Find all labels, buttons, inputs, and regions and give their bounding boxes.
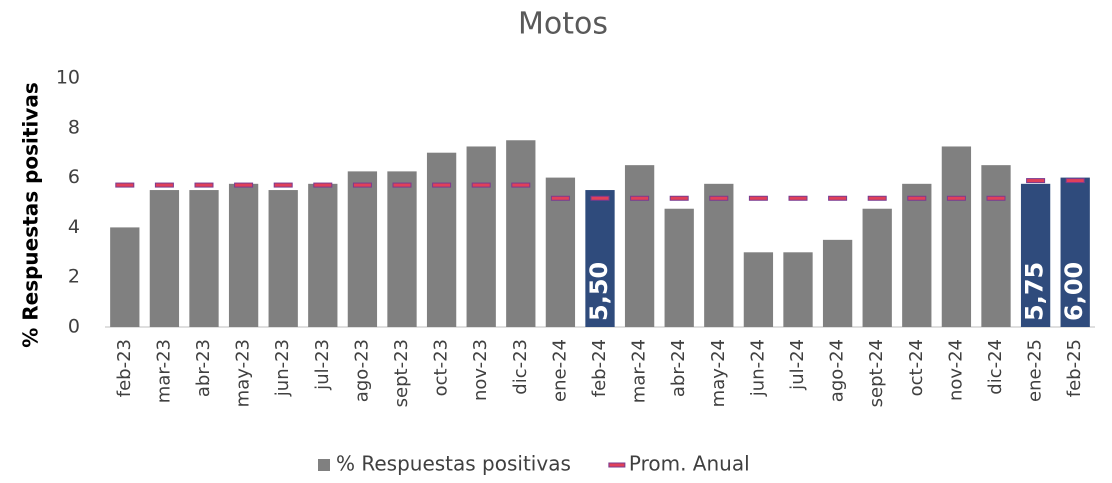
bar xyxy=(664,208,694,327)
bar xyxy=(902,183,932,327)
bar xyxy=(506,140,536,327)
x-tick-label: may-23 xyxy=(233,339,254,407)
average-marker xyxy=(392,182,412,188)
y-tick-label: 4 xyxy=(68,216,80,238)
y-tick-label: 0 xyxy=(68,316,80,338)
legend-label: % Respuestas positivas xyxy=(336,452,571,476)
x-tick-label: sept-23 xyxy=(391,339,412,407)
average-marker xyxy=(234,182,254,188)
x-tick-label: mar-24 xyxy=(629,339,650,403)
bar xyxy=(228,183,259,327)
average-marker xyxy=(946,195,966,201)
x-tick-label: jul-24 xyxy=(787,339,808,391)
average-marker xyxy=(590,195,610,201)
y-tick-label: 10 xyxy=(56,67,80,89)
x-tick-label: sept-24 xyxy=(866,339,887,407)
legend-label: Prom. Anual xyxy=(629,452,750,476)
average-marker xyxy=(432,182,452,188)
chart-title: Motos xyxy=(518,7,608,42)
average-marker xyxy=(471,182,491,188)
bar xyxy=(783,252,813,327)
x-tick-label: ago-23 xyxy=(351,339,372,402)
x-tick-label: feb-23 xyxy=(114,339,135,397)
average-marker xyxy=(748,195,768,201)
legend-swatch xyxy=(318,459,330,471)
bar xyxy=(981,165,1011,327)
value-label: 5,75 xyxy=(1021,262,1049,321)
x-tick-label: feb-24 xyxy=(589,339,610,397)
average-marker xyxy=(154,182,174,188)
bar xyxy=(704,183,734,327)
average-marker xyxy=(986,195,1006,201)
value-label: 6,00 xyxy=(1060,262,1088,321)
average-marker xyxy=(828,195,848,201)
average-marker xyxy=(907,195,927,201)
average-marker xyxy=(709,195,729,201)
x-tick-label: nov-23 xyxy=(470,339,491,401)
bar xyxy=(743,252,774,327)
bar xyxy=(387,171,417,327)
average-marker xyxy=(115,182,135,188)
average-marker xyxy=(511,182,531,188)
average-marker xyxy=(313,182,333,188)
x-tick-label: nov-24 xyxy=(945,339,966,401)
x-tick-label: ago-24 xyxy=(827,339,848,402)
value-label: 5,50 xyxy=(585,262,613,321)
x-tick-label: mar-23 xyxy=(153,339,174,403)
legend-swatch xyxy=(608,462,626,468)
y-tick-label: 6 xyxy=(68,166,80,188)
average-marker xyxy=(669,195,689,201)
bar xyxy=(466,146,496,327)
x-tick-label: jun-24 xyxy=(747,339,768,397)
bar xyxy=(941,146,972,327)
y-tick-label: 8 xyxy=(68,116,80,138)
average-marker xyxy=(550,195,570,201)
x-tick-label: dic-24 xyxy=(985,339,1006,395)
average-marker xyxy=(1026,178,1046,184)
x-tick-label: jun-23 xyxy=(272,339,293,397)
bar xyxy=(545,177,576,327)
bar xyxy=(189,190,219,327)
x-tick-label: oct-23 xyxy=(431,339,452,396)
average-marker xyxy=(1065,178,1085,184)
average-marker xyxy=(352,182,372,188)
bar xyxy=(426,152,457,327)
average-marker xyxy=(194,182,214,188)
x-tick-label: may-24 xyxy=(708,339,729,407)
bar xyxy=(1060,177,1090,327)
bar xyxy=(308,183,338,327)
x-tick-label: abr-24 xyxy=(668,339,689,397)
x-tick-label: feb-25 xyxy=(1064,339,1085,397)
bar xyxy=(822,239,853,327)
y-axis-label: % Respuestas positivas xyxy=(19,82,43,348)
average-marker xyxy=(630,195,650,201)
bar xyxy=(862,208,892,327)
x-tick-label: dic-23 xyxy=(510,339,531,395)
average-marker xyxy=(788,195,808,201)
y-tick-label: 2 xyxy=(68,266,80,288)
average-marker xyxy=(273,182,293,188)
average-marker xyxy=(867,195,887,201)
x-tick-label: ene-25 xyxy=(1025,339,1046,402)
bar xyxy=(624,165,655,327)
x-tick-label: ene-24 xyxy=(549,339,570,402)
x-tick-label: abr-23 xyxy=(193,339,214,397)
bar xyxy=(268,190,298,327)
bar xyxy=(585,190,615,327)
x-tick-label: jul-23 xyxy=(312,339,333,391)
x-tick-label: oct-24 xyxy=(906,339,927,396)
bar xyxy=(110,227,140,327)
bar xyxy=(1020,183,1051,327)
bar xyxy=(149,190,180,327)
bar xyxy=(347,171,378,327)
